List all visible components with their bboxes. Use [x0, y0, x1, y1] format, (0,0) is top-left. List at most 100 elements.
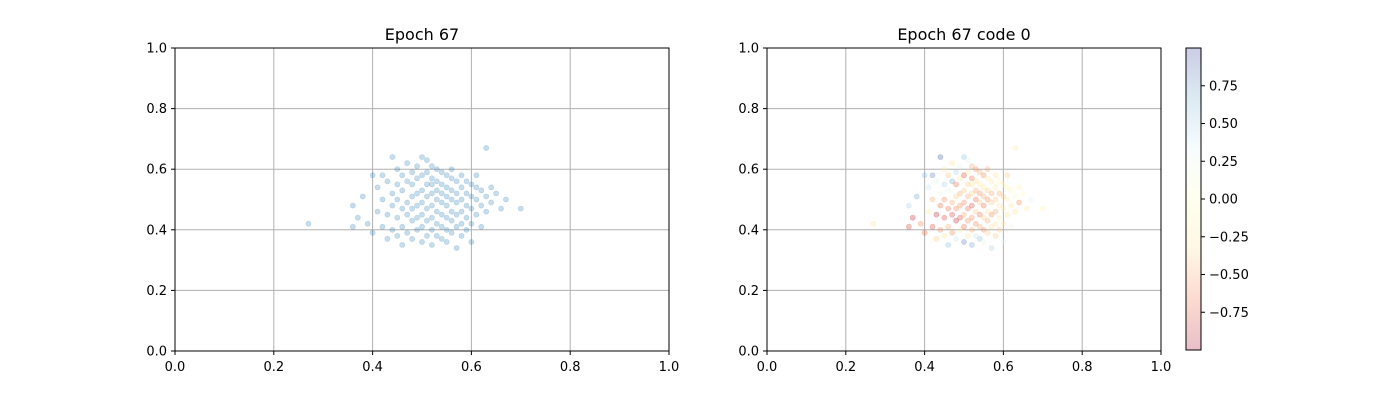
scatter-point [409, 217, 416, 224]
scatter-point [428, 190, 435, 197]
scatter-point [976, 223, 983, 230]
scatter-point [428, 226, 435, 233]
scatter-point [921, 229, 928, 236]
scatter-point [438, 169, 445, 176]
x-tick-label: 0.4 [914, 360, 935, 375]
scatter-point [984, 208, 991, 215]
scatter-point [972, 220, 979, 227]
scatter-point [992, 172, 999, 179]
scatter-point [972, 187, 979, 194]
scatter-point [972, 178, 979, 185]
scatter-point [988, 199, 995, 206]
scatter-point [399, 242, 406, 248]
scatter-point [1004, 184, 1011, 191]
scatter-point [433, 166, 440, 173]
scatter-point [961, 211, 967, 218]
scatter-point [945, 223, 952, 230]
scatter-point [305, 220, 312, 227]
scatter-point [980, 193, 987, 200]
scatter-point [980, 214, 987, 221]
scatter-point [937, 226, 944, 233]
scatter-point [394, 196, 401, 203]
scatter-point [453, 190, 460, 197]
colorbar-tick-label: −0.50 [1209, 268, 1249, 283]
scatter-point [483, 208, 490, 215]
x-tick-label: 0.6 [993, 360, 1014, 375]
scatter-point [976, 190, 983, 197]
scatter-point [399, 205, 406, 212]
scatter-point [448, 175, 455, 182]
scatter-point [478, 202, 485, 209]
scatter-point [448, 166, 455, 173]
scatter-point [984, 229, 991, 236]
scatter-point [419, 199, 425, 206]
scatter-point [433, 178, 440, 185]
scatter-point [1008, 223, 1015, 230]
scatter-point [424, 193, 430, 200]
scatter-point [1016, 184, 1023, 191]
scatter-point [988, 223, 995, 230]
scatter-point [996, 190, 1003, 197]
scatter-point [917, 220, 924, 227]
scatter-point [957, 190, 963, 197]
scatter-point [992, 232, 999, 239]
scatter-point [992, 220, 999, 227]
scatter-point [980, 184, 987, 191]
scatter-point [1004, 196, 1011, 203]
scatter-point [468, 181, 475, 188]
x-tick-label: 0.4 [362, 360, 383, 375]
y-tick-label: 0.2 [146, 284, 167, 299]
x-tick-label: 0.0 [757, 360, 778, 375]
scatter-point [438, 235, 445, 242]
scatter-point [463, 214, 470, 221]
scatter-point [428, 181, 435, 188]
scatter-point [394, 232, 401, 239]
scatter-point [945, 187, 952, 194]
scatter-point [458, 184, 465, 191]
y-tick-label: 0.6 [738, 163, 759, 178]
scatter-point [414, 190, 420, 197]
scatter-point [424, 232, 430, 239]
scatter-point [419, 172, 425, 179]
scatter-point [369, 172, 376, 179]
scatter-point [961, 154, 967, 160]
scatter-point [972, 196, 979, 203]
scatter-point [389, 226, 396, 233]
scatter-point [988, 245, 995, 251]
scatter-point [957, 202, 963, 209]
scatter-point [443, 202, 450, 209]
scatter-point [399, 172, 406, 179]
scatter-point [921, 172, 928, 179]
scatter-point [980, 172, 987, 179]
scatter-point [424, 157, 430, 164]
scatter-point [488, 199, 495, 206]
scatter-point [929, 223, 936, 230]
scatter-point [933, 178, 940, 185]
y-tick-label: 0.2 [738, 284, 759, 299]
scatter-point [473, 211, 480, 218]
scatter-point [379, 223, 386, 230]
scatter-point [468, 239, 475, 245]
scatter-point [968, 214, 975, 221]
scatter-point [389, 190, 396, 197]
scatter-point [443, 214, 450, 221]
scatter-point [453, 211, 460, 218]
scatter-point [463, 202, 470, 209]
scatter-point [394, 214, 401, 221]
scatter-point [419, 154, 425, 160]
colorbar-fill [1186, 48, 1201, 350]
scatter-point [976, 181, 983, 188]
scatter-point [968, 226, 975, 233]
scatter-point [965, 169, 971, 176]
scatter-point [976, 235, 983, 242]
colorbar-tick-label: −0.75 [1209, 306, 1249, 321]
scatter-point [438, 211, 445, 218]
scatter-point [443, 226, 450, 233]
scatter-point [404, 229, 411, 236]
x-tick-label: 0.2 [263, 360, 284, 375]
scatter-point [349, 223, 356, 230]
scatter-point [984, 217, 991, 224]
scatter-point [909, 214, 916, 221]
scatter-point [941, 214, 948, 221]
scatter-point [988, 178, 995, 185]
